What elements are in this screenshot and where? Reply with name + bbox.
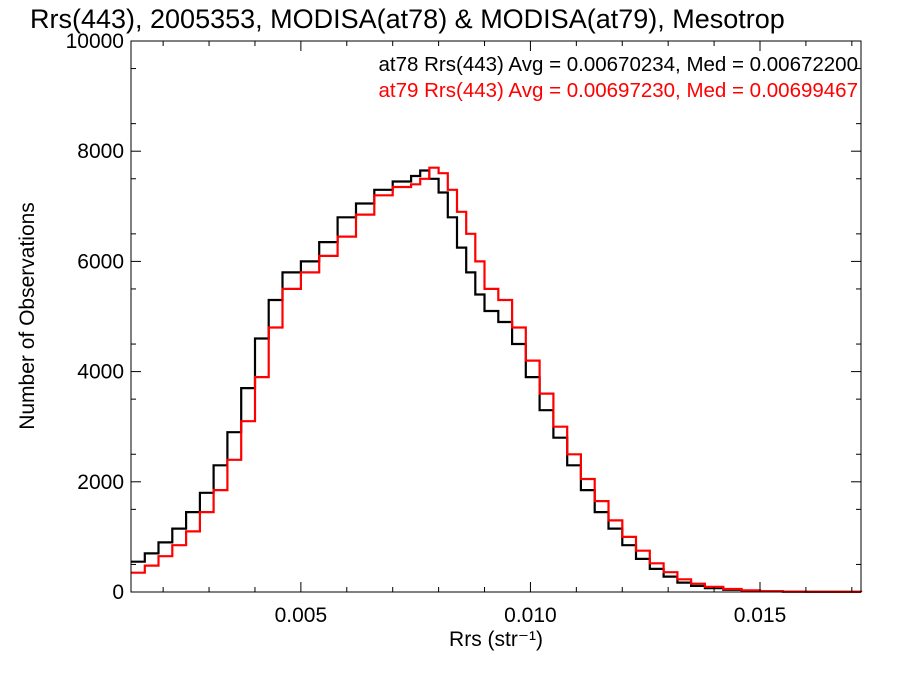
y-tick-label: 2000	[77, 471, 124, 494]
x-tick-label: 0.015	[734, 604, 787, 627]
legend: at78 Rrs(443) Avg = 0.00670234, Med = 0.…	[379, 53, 858, 102]
y-axis: 0 2000 4000 6000 8000 10000	[66, 30, 861, 604]
x-axis: 0.005 0.010 0.015	[162, 41, 853, 627]
y-tick-label: 8000	[77, 140, 124, 163]
y-tick-label: 4000	[77, 361, 124, 384]
series-line-1	[131, 166, 863, 593]
y-tick-label: 6000	[77, 250, 124, 273]
legend-entry-at78: at78 Rrs(443) Avg = 0.00670234, Med = 0.…	[379, 53, 858, 76]
chart-title: Rrs(443), 2005353, MODISA(at78) & MODISA…	[30, 4, 785, 34]
x-axis-title: Rrs (str⁻¹)	[449, 628, 543, 651]
series-line-0	[131, 169, 863, 593]
x-tick-label: 0.005	[275, 604, 328, 627]
plot-frame	[130, 40, 862, 593]
plot-area	[130, 40, 863, 593]
y-axis-title: Number of Observations	[16, 202, 39, 430]
x-tick-label: 0.010	[504, 604, 557, 627]
y-tick-label: 0	[112, 581, 124, 604]
legend-entry-at79: at79 Rrs(443) Avg = 0.00697230, Med = 0.…	[379, 79, 858, 102]
series-layer	[131, 166, 863, 593]
y-tick-label: 10000	[66, 30, 124, 53]
